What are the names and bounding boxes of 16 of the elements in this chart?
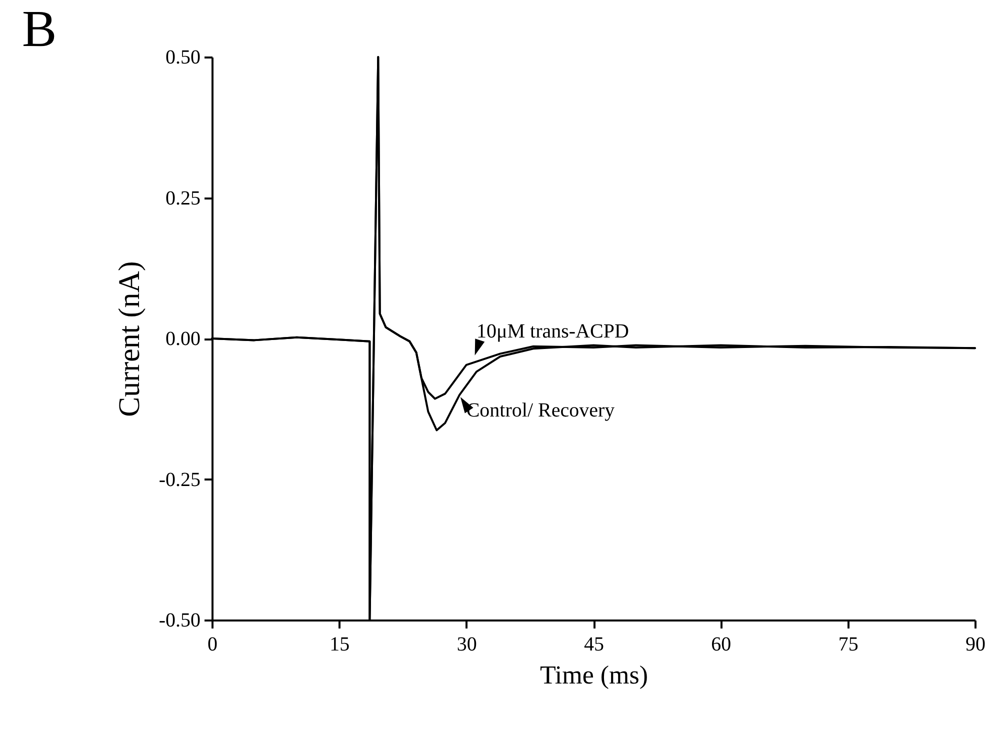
y-tick-label: 0.00 [166, 328, 200, 350]
y-tick-label: 0.25 [166, 187, 200, 210]
x-tick-label: 60 [711, 634, 732, 656]
x-tick-label: 90 [966, 634, 986, 656]
x-tick-label: 75 [838, 634, 858, 656]
series-label: 10μM trans-ACPD [476, 320, 629, 343]
chart-title: B [22, 1, 57, 58]
x-tick-label: 30 [456, 634, 477, 656]
x-axis-title: Time (ms) [540, 660, 648, 690]
x-tick-label: 15 [330, 634, 350, 656]
y-tick-label: -0.25 [158, 468, 200, 491]
y-tick-label: -0.50 [158, 610, 200, 632]
x-tick-label: 0 [208, 634, 218, 656]
y-axis-title: Current (nA) [112, 261, 146, 417]
y-tick-label: 0.50 [166, 46, 200, 68]
x-tick-label: 45 [584, 634, 604, 656]
